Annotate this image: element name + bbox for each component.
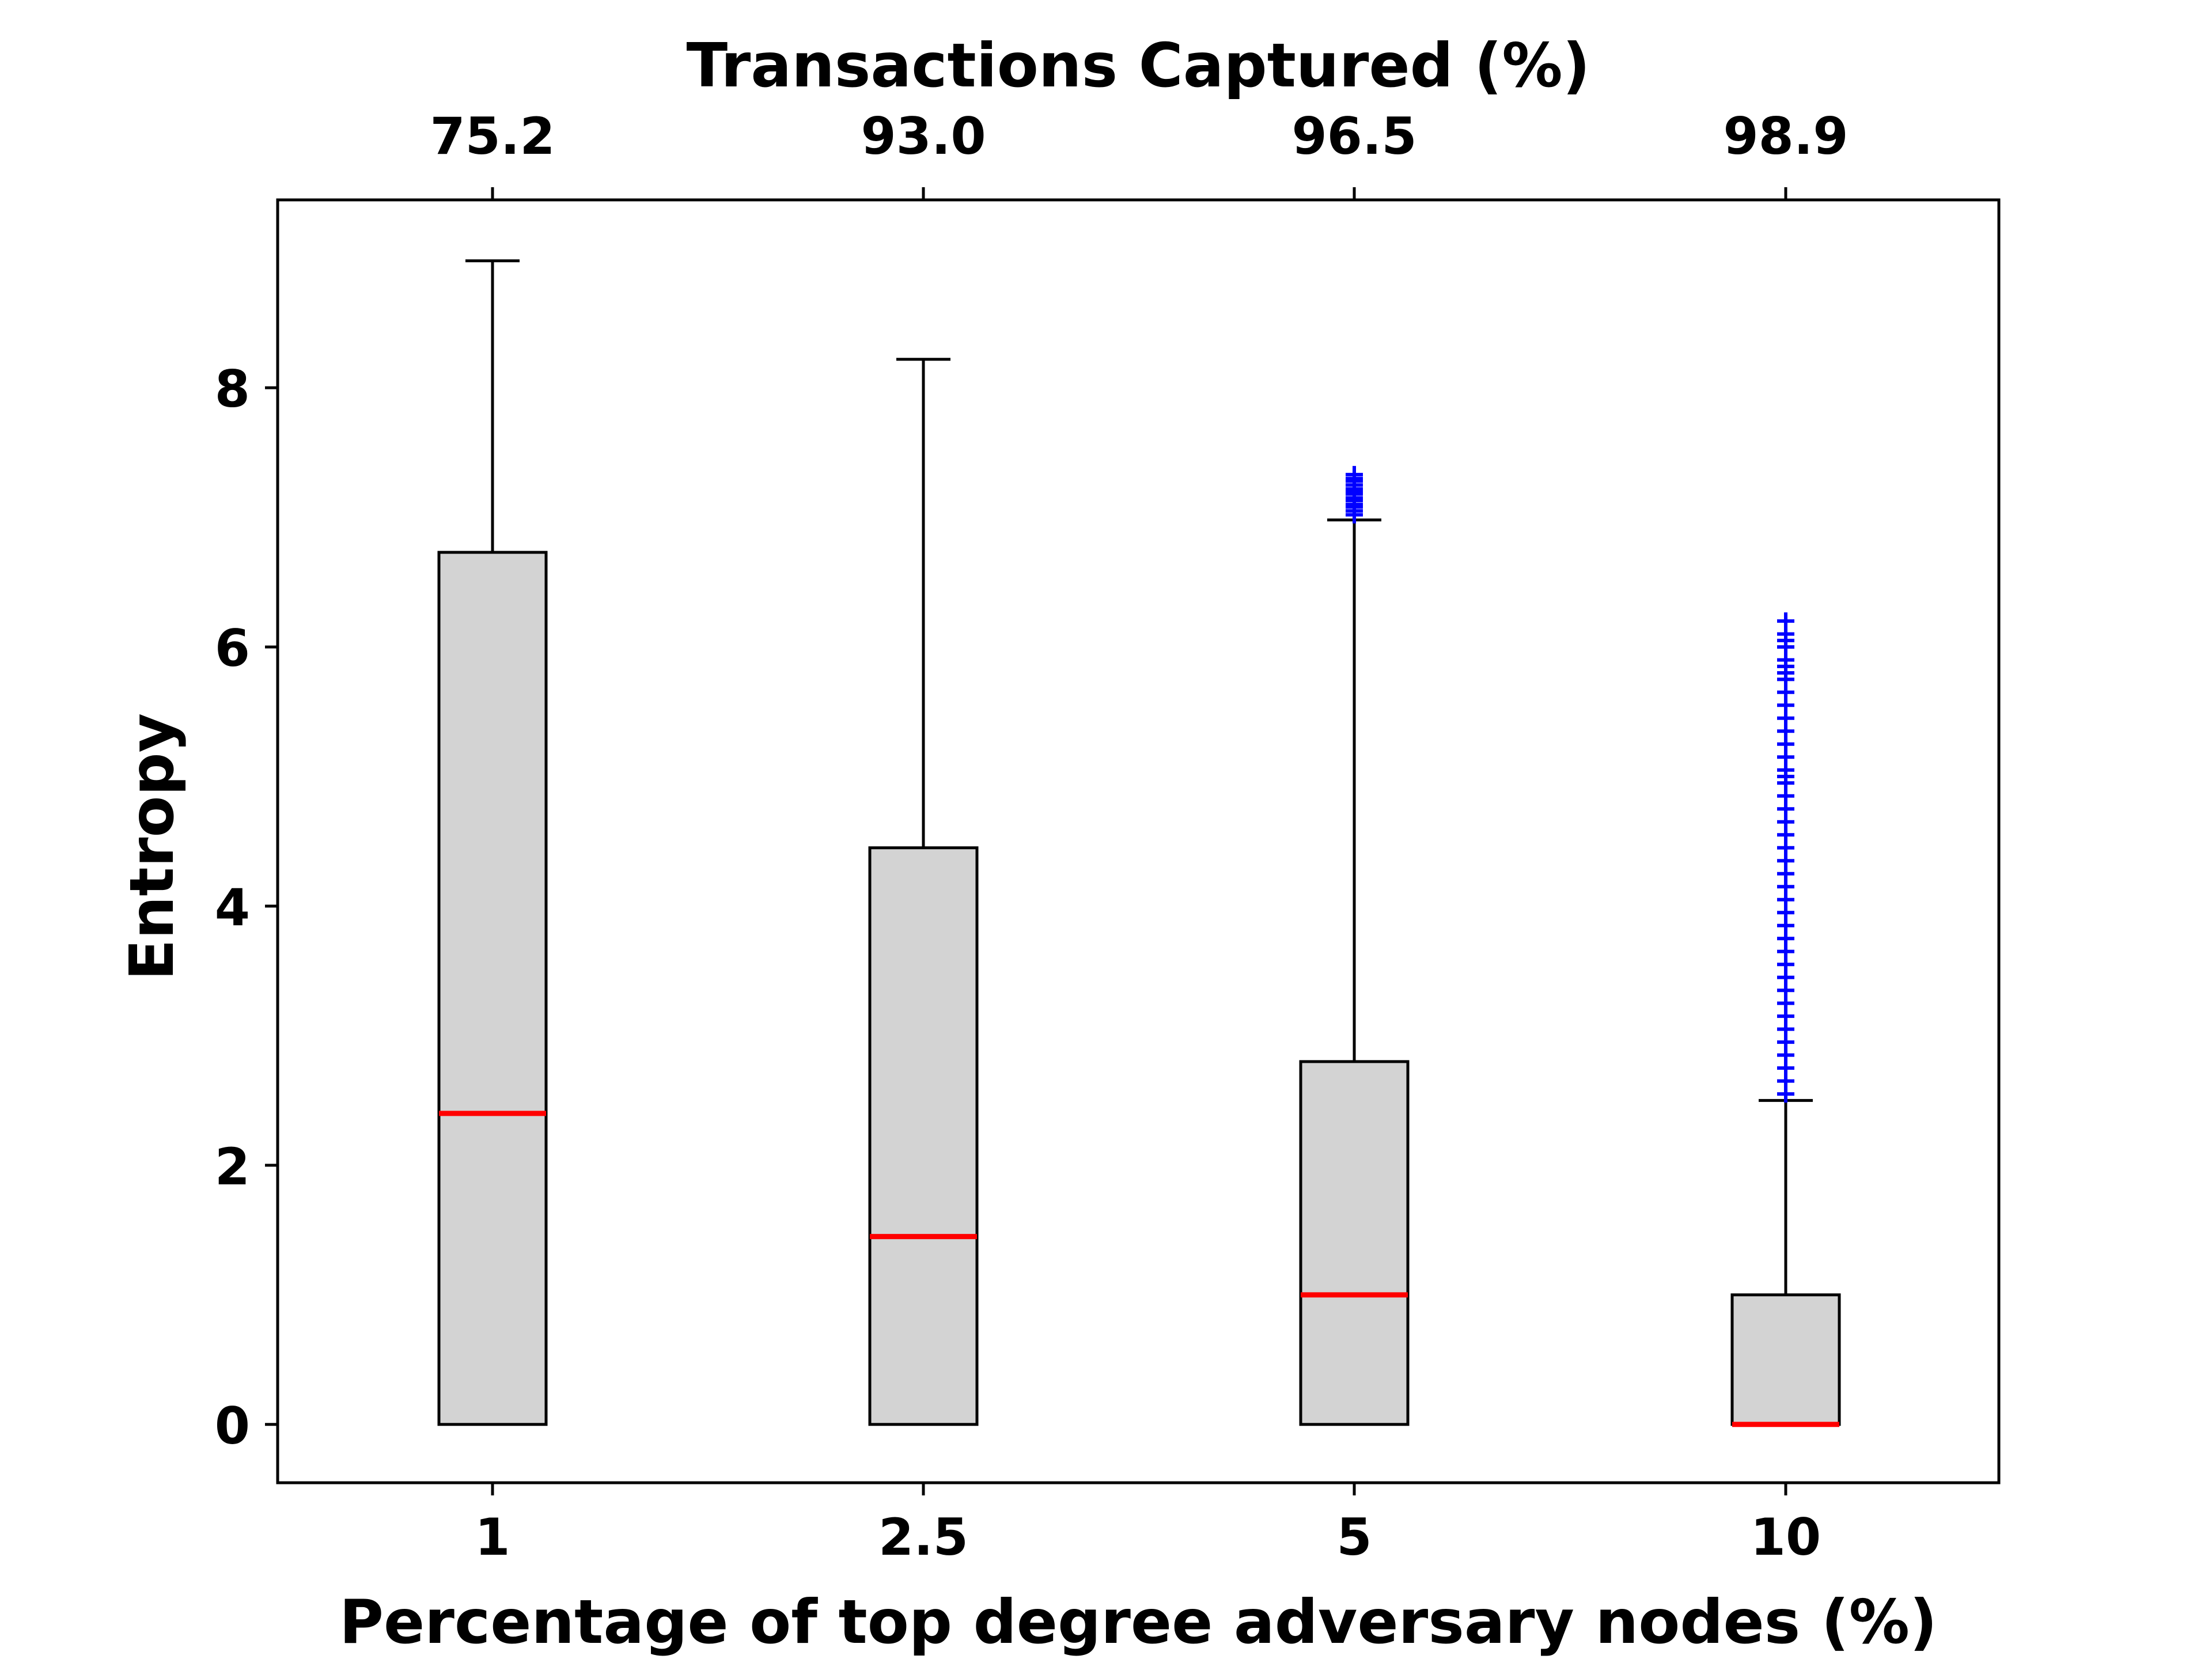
top-x-tick-label: 96.5: [1291, 107, 1416, 166]
y-tick-label: 8: [215, 359, 250, 419]
y-tick-label: 2: [215, 1137, 250, 1196]
x-tick-label: 1: [475, 1508, 510, 1567]
box-group-2.5: [868, 358, 979, 1426]
box: [868, 846, 979, 1426]
x-axis-title: Percentage of top degree adversary nodes…: [339, 1587, 1937, 1657]
outlier-marker: [1346, 465, 1363, 483]
outlier-marker: [1777, 612, 1794, 630]
top-axis-title: Transactions Captured (%): [686, 31, 1590, 101]
box: [1299, 1060, 1410, 1426]
y-tick-label: 4: [215, 878, 250, 937]
boxes-layer: [437, 259, 1841, 1427]
top-x-tick-label: 98.9: [1723, 107, 1848, 166]
box-group-10: [1730, 612, 1841, 1427]
top-x-tick-label: 93.0: [861, 107, 986, 166]
box-group-1: [437, 259, 548, 1426]
x-tick-label: 2.5: [878, 1508, 968, 1567]
x-tick-label: 10: [1751, 1508, 1821, 1567]
y-tick-label: 6: [215, 619, 250, 678]
axes-layer: 0 2 4 6 8 1 2.5 5 10 75.2 93.0 96.5 98.9: [215, 107, 1849, 1567]
box: [437, 551, 548, 1426]
box: [1730, 1293, 1841, 1426]
y-tick-label: 0: [215, 1396, 250, 1456]
plot-frame: [276, 198, 2001, 1484]
x-tick-label: 5: [1336, 1508, 1372, 1567]
box-group-5: [1299, 465, 1410, 1426]
top-x-tick-label: 75.2: [430, 107, 555, 166]
y-axis-title: Entropy: [117, 713, 187, 980]
